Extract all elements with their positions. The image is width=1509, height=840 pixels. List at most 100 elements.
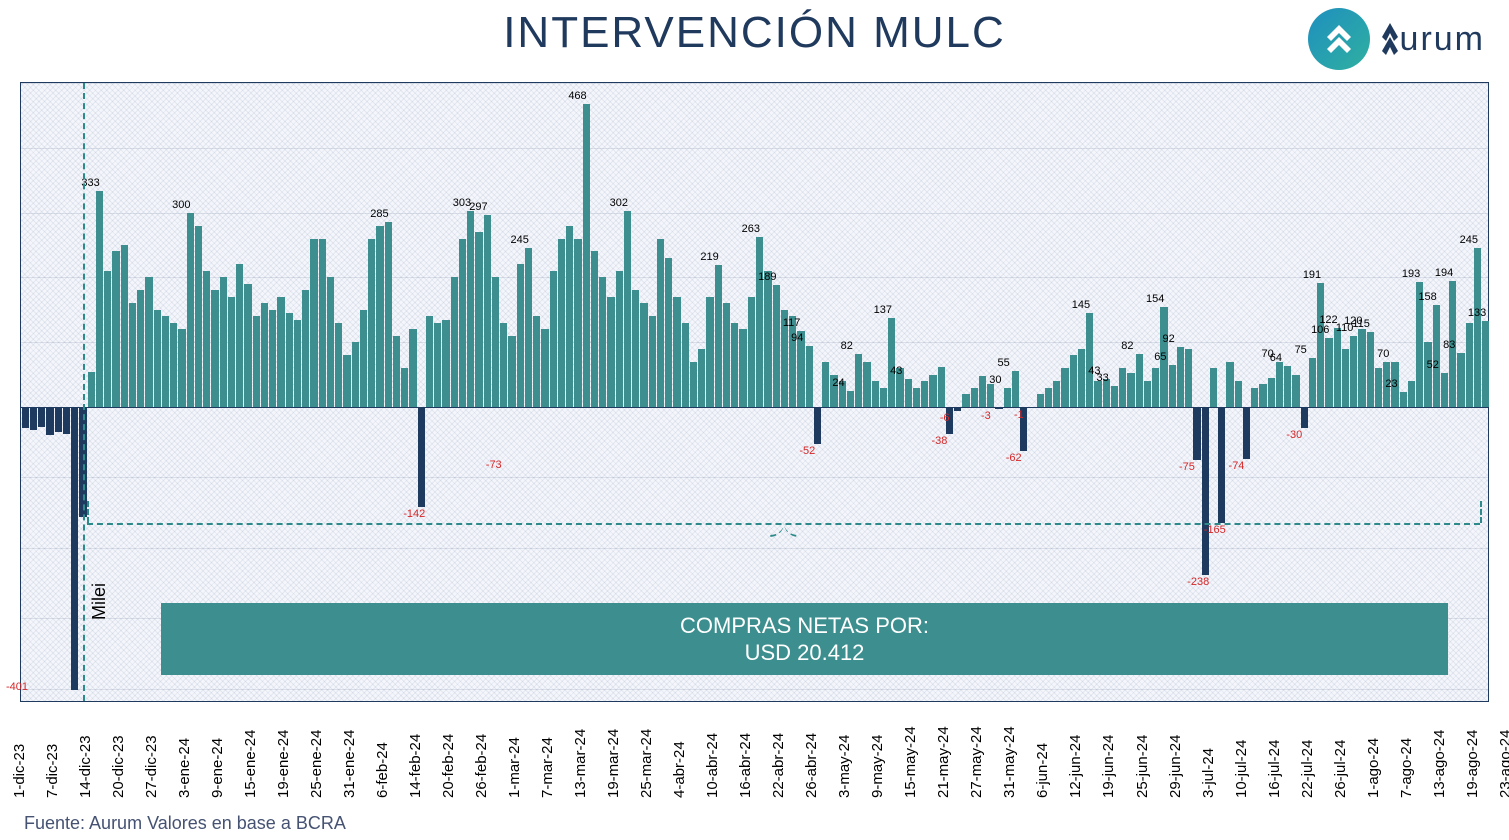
brand-logo-mark <box>1308 8 1370 70</box>
bar-label: 285 <box>370 209 388 220</box>
bar <box>1400 392 1407 407</box>
x-axis-label: 13-mar-24 <box>572 729 589 798</box>
bar <box>847 391 854 407</box>
bar <box>1276 362 1283 407</box>
bar <box>624 211 631 407</box>
bar <box>63 407 70 434</box>
x-axis-label: 21-may-24 <box>935 726 952 798</box>
bar <box>764 271 771 407</box>
bar <box>492 277 499 407</box>
bar <box>863 362 870 407</box>
bar <box>137 290 144 407</box>
x-axis-label: 31-ene-24 <box>341 730 358 798</box>
x-axis: 1-dic-237-dic-2314-dic-2320-dic-2327-dic… <box>20 706 1489 824</box>
bar-label: -6 <box>940 413 950 424</box>
bar <box>1301 407 1308 428</box>
bar <box>1424 342 1431 407</box>
x-axis-label: 19-mar-24 <box>605 729 622 798</box>
bar <box>1127 373 1134 407</box>
bar <box>682 323 689 407</box>
bar-label: 65 <box>1154 352 1166 363</box>
bar-label: 154 <box>1146 294 1164 305</box>
bar <box>393 336 400 407</box>
bar-label: 55 <box>997 358 1009 369</box>
bar <box>1317 283 1324 407</box>
bar <box>360 310 367 407</box>
bar-label: 219 <box>700 252 718 263</box>
bar <box>1070 355 1077 407</box>
x-axis-label: 25-ene-24 <box>308 730 325 798</box>
bar <box>599 277 606 407</box>
bar <box>1251 388 1258 407</box>
bar <box>467 211 474 407</box>
bar <box>591 251 598 407</box>
x-axis-label: 9-ene-24 <box>209 738 226 798</box>
bar <box>855 354 862 407</box>
bar-label: 23 <box>1385 379 1397 390</box>
bar-label: 83 <box>1443 340 1455 351</box>
bar <box>1045 388 1052 407</box>
bar <box>748 297 755 407</box>
bar <box>154 310 161 407</box>
brand-a-icon <box>1380 21 1400 55</box>
bar <box>806 346 813 407</box>
bar-label: -165 <box>1204 525 1226 536</box>
bar <box>1136 354 1143 407</box>
x-axis-label: 4-abr-24 <box>671 741 688 798</box>
bar <box>979 376 986 407</box>
bar <box>211 290 218 407</box>
bar <box>574 239 581 407</box>
bar <box>277 297 284 407</box>
bar <box>739 329 746 407</box>
bar <box>1218 407 1225 523</box>
bar <box>319 239 326 407</box>
bar-label: 297 <box>469 202 487 213</box>
bar-label: -401 <box>6 682 28 693</box>
x-axis-label: 19-jun-24 <box>1100 735 1117 798</box>
bar <box>244 284 251 407</box>
bar <box>121 245 128 407</box>
bar-label: 189 <box>758 272 776 283</box>
bar-label: 24 <box>832 378 844 389</box>
bar <box>616 271 623 407</box>
bar-label: 133 <box>1468 308 1486 319</box>
x-axis-label: 19-ago-24 <box>1464 730 1481 798</box>
x-axis-label: 6-feb-24 <box>374 742 391 798</box>
brand-logo: urum <box>1308 8 1485 70</box>
bar <box>938 367 945 407</box>
bar <box>112 251 119 407</box>
bar <box>665 258 672 407</box>
x-axis-label: 9-may-24 <box>869 735 886 798</box>
bar <box>302 290 309 407</box>
bar <box>971 388 978 407</box>
bar <box>195 226 202 407</box>
bar <box>310 239 317 407</box>
milei-label: Milei <box>89 583 110 620</box>
bar <box>88 372 95 407</box>
bar-label: -30 <box>1286 430 1302 441</box>
bar-label: -52 <box>799 446 815 457</box>
bar <box>773 285 780 407</box>
bar <box>46 407 53 435</box>
bar-label: 64 <box>1270 353 1282 364</box>
milei-line <box>83 83 85 701</box>
summary-line2: USD 20.412 <box>745 639 865 667</box>
bar <box>1433 305 1440 407</box>
x-axis-label: 3-ene-24 <box>176 738 193 798</box>
bar <box>368 239 375 407</box>
bar <box>1243 407 1250 459</box>
bar <box>228 297 235 407</box>
x-axis-label: 25-mar-24 <box>638 729 655 798</box>
bar <box>954 407 961 411</box>
bar <box>203 271 210 407</box>
bar <box>1177 347 1184 407</box>
bar <box>731 323 738 407</box>
plot-inner: 333300285-142303297245468302219263189117… <box>21 83 1488 701</box>
bar <box>22 407 29 428</box>
bar <box>253 316 260 407</box>
bar <box>657 239 664 407</box>
bar <box>1037 394 1044 407</box>
bar <box>1119 368 1126 407</box>
bar <box>459 239 466 407</box>
x-axis-label: 26-abr-24 <box>803 733 820 798</box>
